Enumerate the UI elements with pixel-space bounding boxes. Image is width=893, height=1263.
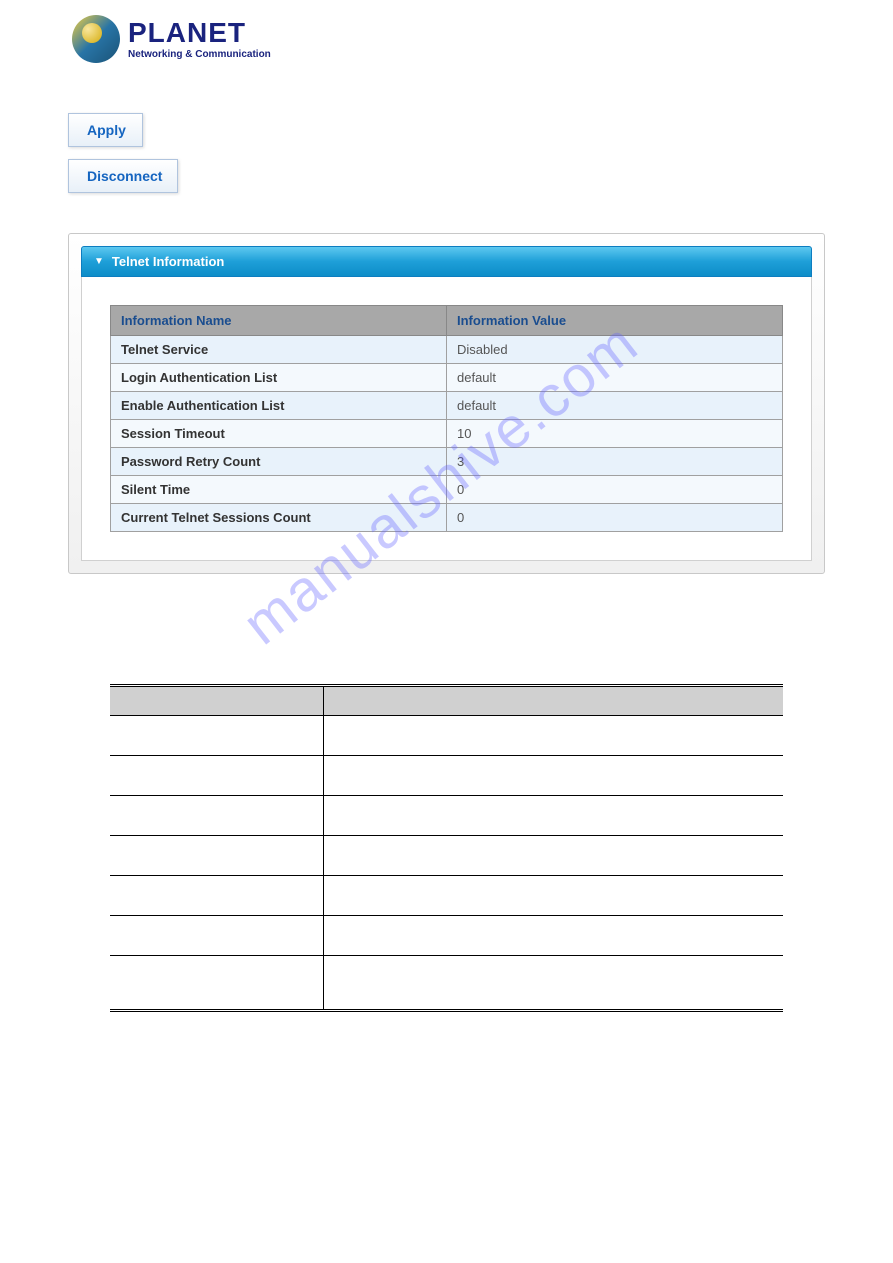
desc-row (110, 916, 783, 956)
desc-header-description (323, 686, 783, 716)
description-table (110, 684, 783, 1012)
desc-value-cell (323, 756, 783, 796)
desc-row (110, 956, 783, 1011)
table-header-value: Information Value (447, 306, 783, 336)
info-name: Telnet Service (111, 336, 447, 364)
info-name: Current Telnet Sessions Count (111, 504, 447, 532)
info-value: Disabled (447, 336, 783, 364)
planet-logo-icon (72, 15, 120, 63)
desc-row (110, 716, 783, 756)
table-row: Login Authentication List default (111, 364, 783, 392)
info-value: 3 (447, 448, 783, 476)
apply-button[interactable]: Apply (68, 113, 143, 147)
panel-header[interactable]: ▼ Telnet Information (81, 246, 812, 277)
desc-object-cell (110, 956, 323, 1011)
table-header-name: Information Name (111, 306, 447, 336)
info-name: Password Retry Count (111, 448, 447, 476)
desc-object-cell (110, 716, 323, 756)
info-name: Silent Time (111, 476, 447, 504)
desc-object-cell (110, 836, 323, 876)
logo-text-group: PLANET Networking & Communication (128, 19, 271, 60)
table-row: Current Telnet Sessions Count 0 (111, 504, 783, 532)
desc-row (110, 756, 783, 796)
panel-body: Information Name Information Value Telne… (81, 277, 812, 561)
info-value: 10 (447, 420, 783, 448)
info-value: default (447, 392, 783, 420)
info-value: default (447, 364, 783, 392)
desc-value-cell (323, 836, 783, 876)
buttons-area: Apply Disconnect (0, 73, 893, 193)
table-row: Telnet Service Disabled (111, 336, 783, 364)
info-name: Session Timeout (111, 420, 447, 448)
desc-row (110, 876, 783, 916)
logo-sub-text: Networking & Communication (128, 49, 271, 60)
table-row: Password Retry Count 3 (111, 448, 783, 476)
desc-object-cell (110, 796, 323, 836)
panel-title: Telnet Information (112, 254, 224, 269)
info-value: 0 (447, 476, 783, 504)
desc-row (110, 836, 783, 876)
desc-header-object (110, 686, 323, 716)
info-name: Enable Authentication List (111, 392, 447, 420)
desc-value-cell (323, 956, 783, 1011)
logo-area: PLANET Networking & Communication (0, 0, 893, 73)
telnet-info-panel: ▼ Telnet Information Information Name In… (68, 233, 825, 574)
logo-main-text: PLANET (128, 19, 271, 47)
telnet-info-table: Information Name Information Value Telne… (110, 305, 783, 532)
desc-value-cell (323, 876, 783, 916)
description-table-container (110, 684, 783, 1012)
desc-row (110, 796, 783, 836)
table-row: Silent Time 0 (111, 476, 783, 504)
desc-object-cell (110, 916, 323, 956)
desc-object-cell (110, 876, 323, 916)
info-value: 0 (447, 504, 783, 532)
info-name: Login Authentication List (111, 364, 447, 392)
desc-value-cell (323, 796, 783, 836)
desc-value-cell (323, 916, 783, 956)
caret-down-icon: ▼ (94, 256, 104, 267)
desc-object-cell (110, 756, 323, 796)
table-row: Session Timeout 10 (111, 420, 783, 448)
disconnect-button[interactable]: Disconnect (68, 159, 178, 193)
desc-value-cell (323, 716, 783, 756)
table-row: Enable Authentication List default (111, 392, 783, 420)
